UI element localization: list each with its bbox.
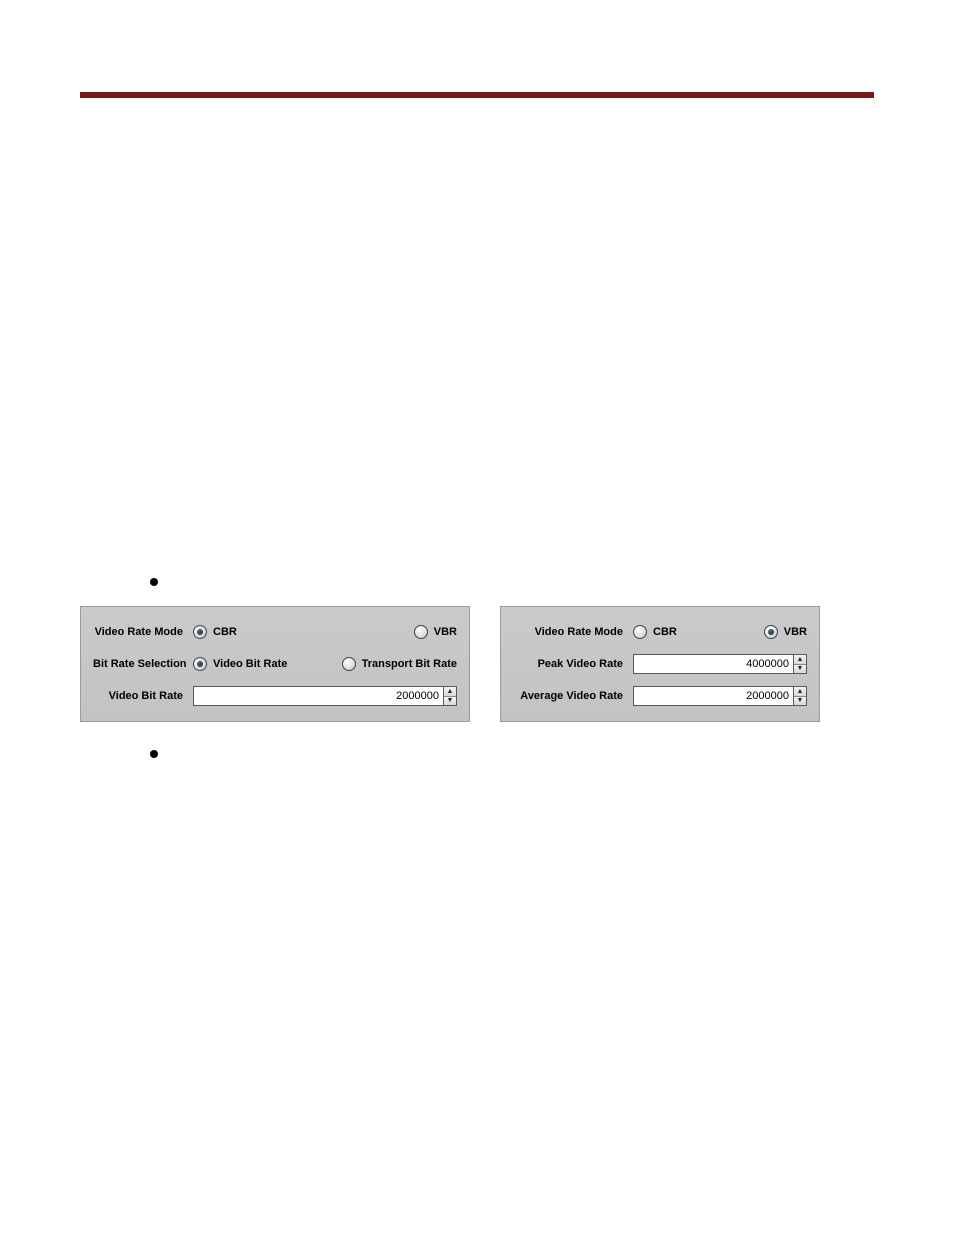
radio-vbr-left[interactable]: VBR: [414, 625, 457, 639]
video-bit-rate-row: Video Bit Rate ▲ ▼: [93, 685, 457, 707]
page: Video Rate Mode CBR VBR Bit Rate Select: [0, 0, 954, 758]
radio-icon: [193, 625, 207, 639]
top-spacer: [0, 0, 954, 92]
bullet-bottom: [150, 750, 874, 758]
chevron-up-icon: ▲: [797, 656, 804, 663]
video-bit-rate-spinner: ▲ ▼: [193, 686, 457, 706]
radio-icon: [633, 625, 647, 639]
header-rule: [80, 92, 874, 98]
spinner-buttons: ▲ ▼: [793, 686, 807, 706]
radio-cbr-left[interactable]: CBR: [193, 625, 333, 639]
video-rate-mode-row-right: Video Rate Mode CBR VBR: [513, 621, 807, 643]
spinner-buttons: ▲ ▼: [793, 654, 807, 674]
bullet-dot-icon: [150, 578, 158, 586]
spin-down-button[interactable]: ▼: [794, 697, 806, 706]
chevron-up-icon: ▲: [797, 688, 804, 695]
average-video-rate-row: Average Video Rate ▲ ▼: [513, 685, 807, 707]
average-video-rate-input[interactable]: [633, 686, 793, 706]
spin-up-button[interactable]: ▲: [444, 687, 456, 697]
spinner-buttons: ▲ ▼: [443, 686, 457, 706]
video-rate-mode-group-right: CBR VBR: [633, 625, 807, 639]
content-area: Video Rate Mode CBR VBR Bit Rate Select: [0, 578, 954, 758]
panels-row: Video Rate Mode CBR VBR Bit Rate Select: [80, 606, 874, 722]
spin-up-button[interactable]: ▲: [794, 687, 806, 697]
chevron-down-icon: ▼: [797, 697, 804, 704]
chevron-up-icon: ▲: [447, 688, 454, 695]
video-bit-rate-input[interactable]: [193, 686, 443, 706]
average-video-rate-label: Average Video Rate: [513, 690, 633, 702]
radio-vbr-right[interactable]: VBR: [764, 625, 807, 639]
radio-video-bitrate-label: Video Bit Rate: [213, 658, 287, 670]
average-video-rate-spinner: ▲ ▼: [633, 686, 807, 706]
chevron-down-icon: ▼: [797, 665, 804, 672]
bullet-dot-icon: [150, 750, 158, 758]
radio-cbr-right[interactable]: CBR: [633, 625, 677, 639]
peak-video-rate-row: Peak Video Rate ▲ ▼: [513, 653, 807, 675]
radio-transport-bitrate-label: Transport Bit Rate: [362, 658, 457, 670]
radio-icon: [414, 625, 428, 639]
video-rate-mode-group-left: CBR VBR: [193, 625, 457, 639]
spin-down-button[interactable]: ▼: [794, 665, 806, 674]
bit-rate-selection-group: Video Bit Rate Transport Bit Rate: [193, 657, 457, 671]
radio-icon: [193, 657, 207, 671]
video-rate-mode-row-left: Video Rate Mode CBR VBR: [93, 621, 457, 643]
radio-vbr-label-left: VBR: [434, 626, 457, 638]
radio-cbr-label-right: CBR: [653, 626, 677, 638]
radio-video-bitrate[interactable]: Video Bit Rate: [193, 657, 333, 671]
cbr-panel: Video Rate Mode CBR VBR Bit Rate Select: [80, 606, 470, 722]
bit-rate-selection-row: Bit Rate Selection Video Bit Rate Transp…: [93, 653, 457, 675]
peak-video-rate-label: Peak Video Rate: [513, 658, 633, 670]
bit-rate-selection-label: Bit Rate Selection: [93, 658, 193, 670]
radio-icon: [764, 625, 778, 639]
radio-transport-bitrate[interactable]: Transport Bit Rate: [342, 657, 457, 671]
radio-vbr-label-right: VBR: [784, 626, 807, 638]
peak-video-rate-input[interactable]: [633, 654, 793, 674]
spin-down-button[interactable]: ▼: [444, 697, 456, 706]
video-bit-rate-label: Video Bit Rate: [93, 690, 193, 702]
radio-cbr-label-left: CBR: [213, 626, 237, 638]
video-rate-mode-label-left: Video Rate Mode: [93, 626, 193, 638]
chevron-down-icon: ▼: [447, 697, 454, 704]
spin-up-button[interactable]: ▲: [794, 655, 806, 665]
video-rate-mode-label-right: Video Rate Mode: [513, 626, 633, 638]
radio-icon: [342, 657, 356, 671]
bullet-top: [150, 578, 874, 586]
peak-video-rate-spinner: ▲ ▼: [633, 654, 807, 674]
vbr-panel: Video Rate Mode CBR VBR Peak Video Rate: [500, 606, 820, 722]
